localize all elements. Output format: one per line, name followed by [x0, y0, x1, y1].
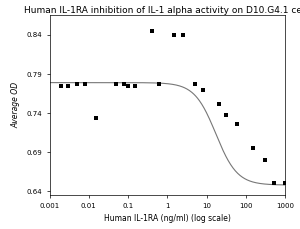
Point: [271, 181, 276, 185]
Point: [250, 147, 255, 150]
Title: Human IL-1RA inhibition of IL-1 alpha activity on D10.G4.1 cells: Human IL-1RA inhibition of IL-1 alpha ac…: [23, 5, 300, 15]
Point: [216, 102, 221, 106]
Point: [156, 82, 161, 86]
Point: [82, 82, 87, 86]
Point: [93, 116, 98, 120]
Point: [75, 82, 80, 86]
Point: [66, 84, 71, 87]
Point: [59, 84, 64, 87]
Point: [235, 122, 240, 126]
Point: [172, 33, 177, 37]
Point: [133, 84, 137, 87]
Point: [149, 29, 154, 33]
Point: [223, 113, 228, 117]
Point: [122, 82, 127, 86]
Point: [283, 181, 288, 185]
Point: [201, 88, 206, 91]
Point: [181, 33, 185, 37]
Point: [126, 84, 130, 87]
Point: [193, 82, 197, 86]
Y-axis label: Average OD: Average OD: [12, 82, 21, 128]
Point: [114, 82, 119, 86]
Point: [262, 158, 267, 162]
X-axis label: Human IL-1RA (ng/ml) (log scale): Human IL-1RA (ng/ml) (log scale): [104, 214, 231, 224]
